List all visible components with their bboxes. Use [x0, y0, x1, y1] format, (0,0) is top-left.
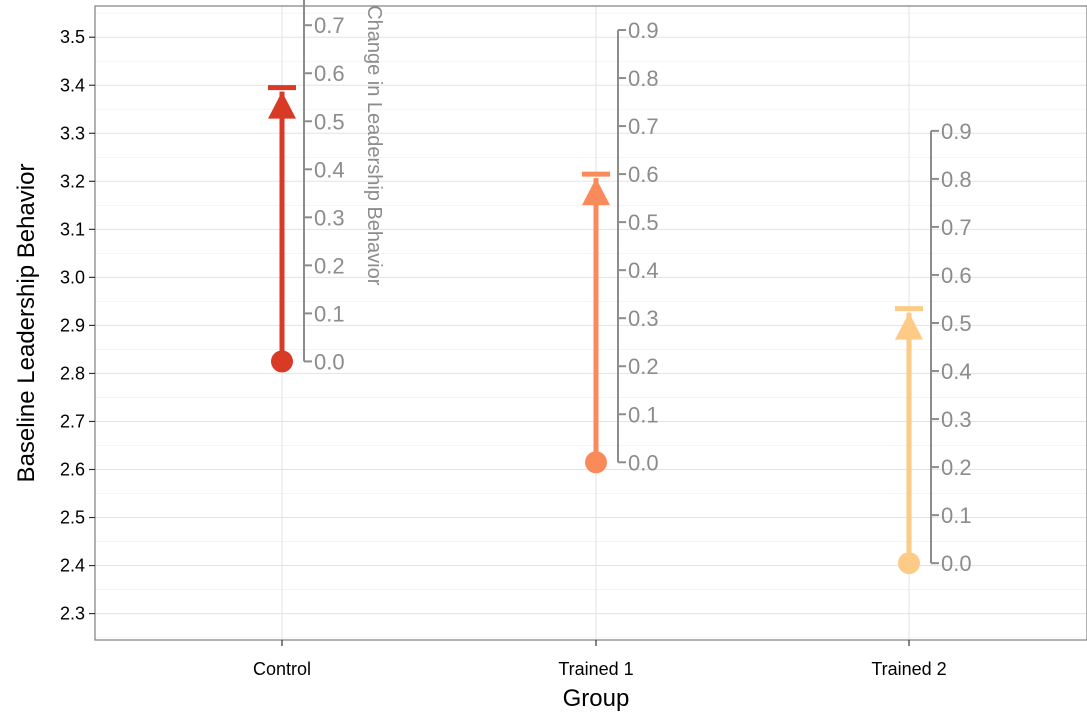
y-tick-label: 2.8: [60, 363, 85, 383]
change-tick-label: 0.1: [314, 301, 345, 326]
y-tick-label: 3.2: [60, 171, 85, 191]
x-tick-label: Control: [253, 659, 311, 679]
arrow-head: [895, 312, 923, 340]
y-tick-label: 2.4: [60, 556, 85, 576]
change-tick-label: 0.6: [628, 162, 659, 187]
change-tick-label: 0.7: [314, 13, 345, 38]
y-tick-label: 2.3: [60, 604, 85, 624]
group-trained-1: 0.0 0.1 0.2 0.3 0.4 0.5 0.6 0.7 0.8 0.9: [582, 18, 659, 475]
change-tick-label: 0.4: [941, 359, 972, 384]
change-tick-label: 0.2: [628, 354, 659, 379]
change-tick-label: 0.6: [941, 263, 972, 288]
change-tick-label: 0.1: [628, 402, 659, 427]
gridlines: [95, 6, 1087, 640]
x-axis-title: Group: [563, 685, 630, 712]
x-axis: Control Trained 1 Trained 2: [253, 640, 947, 679]
y-tick-label: 3.0: [60, 267, 85, 287]
y-tick-label: 2.7: [60, 411, 85, 431]
arrow-head: [582, 178, 610, 206]
y-tick-label: 3.1: [60, 219, 85, 239]
y-tick-label: 2.6: [60, 459, 85, 479]
baseline-point: [271, 350, 293, 373]
change-tick-label: 0.4: [314, 157, 345, 182]
y-tick-label: 3.4: [60, 75, 85, 95]
y-tick-label: 2.5: [60, 508, 85, 528]
change-tick-label: 0.9: [941, 119, 972, 144]
y-tick-label: 3.5: [60, 27, 85, 47]
change-tick-label: 0.3: [314, 205, 345, 230]
change-tick-label: 0.6: [314, 61, 345, 86]
change-tick-label: 0.5: [314, 109, 345, 134]
change-tick-label: 0.8: [628, 66, 659, 91]
group-trained-2: 0.0 0.1 0.2 0.3 0.4 0.5 0.6 0.7 0.8 0.9: [895, 119, 972, 576]
y-tick-label: 3.3: [60, 123, 85, 143]
x-tick-label: Trained 1: [558, 659, 633, 679]
change-tick-label: 0.0: [314, 349, 345, 374]
change-tick-label: 0.0: [628, 450, 659, 475]
change-tick-label: 0.2: [314, 253, 345, 278]
group-control: 0.00.10.20.30.40.50.60.70.80.9Change in …: [268, 0, 385, 374]
change-tick-label: 0.1: [941, 503, 972, 528]
change-axis: 0.0 0.1 0.2 0.3 0.4 0.5 0.6 0.7 0.8 0.9: [930, 119, 972, 576]
change-axis: 0.00.10.20.30.40.50.60.70.80.9Change in …: [303, 0, 385, 374]
change-tick-label: 0.7: [941, 215, 972, 240]
change-tick-label: 0.8: [941, 167, 972, 192]
change-tick-label: 0.3: [628, 306, 659, 331]
change-tick-label: 0.9: [628, 18, 659, 43]
data-marks: 0.0 0.1 0.2 0.3 0.4 0.5 0.6 0.7 0.8 0.9 Change in …: [268, 0, 972, 576]
x-tick-label: Trained 2: [871, 659, 946, 679]
change-tick-label: 0.0: [941, 551, 972, 576]
change-tick-label: 0.5: [941, 311, 972, 336]
change-tick-label: 0.7: [628, 114, 659, 139]
y-axis-title: Baseline Leadership Behavior: [13, 164, 40, 483]
arrow-head: [268, 91, 296, 119]
change-tick-label: 0.2: [941, 455, 972, 480]
change-tick-label: 0.5: [628, 210, 659, 235]
change-tick-label: 0.4: [628, 258, 659, 283]
plot-border: [94, 5, 1087, 641]
baseline-point: [898, 552, 920, 575]
y-tick-label: 2.9: [60, 315, 85, 335]
change-axis: 0.0 0.1 0.2 0.3 0.4 0.5 0.6 0.7 0.8 0.9: [617, 18, 659, 475]
y-axis: 2.3 2.4 2.5 2.6 2.7 2.8 2.9 3.0 3.1 3.2 3.3 3.4 3.5: [60, 27, 95, 624]
change-tick-label: 0.3: [941, 407, 972, 432]
baseline-point: [585, 451, 607, 474]
change-axis-title: Change in Leadership Behavior: [363, 5, 385, 286]
